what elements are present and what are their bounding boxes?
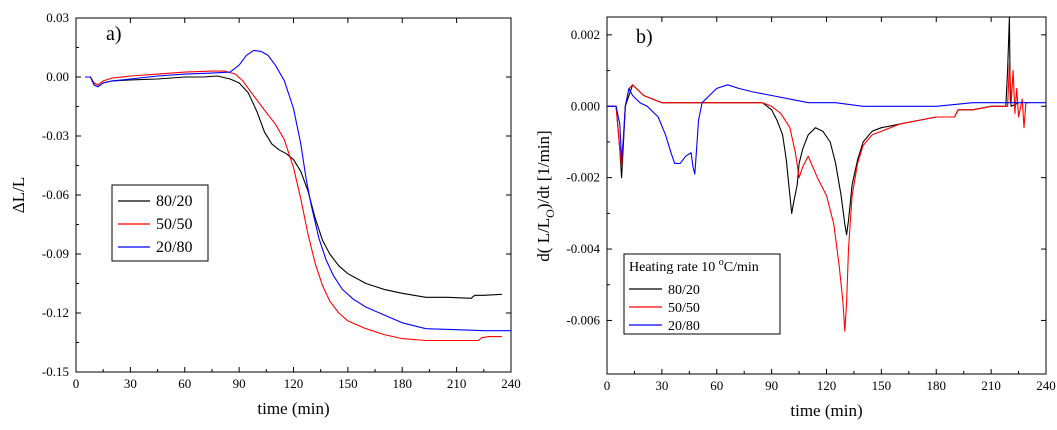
- x-tick-label: 150: [872, 378, 892, 393]
- series-line-80-20: [85, 75, 502, 299]
- y-label-main: d( L/L: [534, 218, 553, 262]
- legend-title-main: Heating rate 10: [629, 260, 719, 275]
- y-tick-label: -0.12: [42, 305, 69, 320]
- y-label-sub: O: [543, 209, 557, 218]
- y-tick-label: -0.006: [566, 312, 600, 327]
- y-tick-label: -0.002: [566, 170, 600, 185]
- legend-label: 20/80: [156, 239, 192, 256]
- x-tick-label: 120: [284, 376, 304, 391]
- x-tick-label: 90: [233, 376, 246, 391]
- x-tick-label: 0: [604, 378, 611, 393]
- x-axis-label: time (min): [790, 401, 862, 420]
- legend-title: Heating rate 10 oC/min: [629, 257, 759, 275]
- x-axis-label: time (min): [257, 399, 329, 418]
- x-tick-label: 60: [710, 378, 723, 393]
- x-tick-label: 240: [1036, 378, 1056, 393]
- legend-title-tail: C/min: [724, 260, 759, 275]
- series-line-50-50: [607, 62, 1030, 332]
- legend-box: [111, 184, 209, 262]
- x-tick-label: 180: [393, 376, 413, 391]
- x-tick-label: 30: [655, 378, 668, 393]
- panel-b: 0 30 60 90 120 150 180 210 240 -0.006 -0.004 -0.002…: [534, 16, 1056, 420]
- x-tick-label: 120: [817, 378, 837, 393]
- x-tick-label: 210: [981, 378, 1001, 393]
- x-tick-label: 90: [765, 378, 778, 393]
- x-tick-label: 240: [501, 376, 521, 391]
- x-tick-label: 150: [338, 376, 358, 391]
- series-line-20-80: [85, 49, 511, 332]
- y-tick-label: -0.06: [42, 187, 70, 202]
- y-tick-label: 0.000: [571, 98, 600, 113]
- x-tick-label: 180: [927, 378, 947, 393]
- y-tick-label: 0.03: [46, 10, 69, 25]
- panel-a: 0 30 60 90 120 150 180 210 240 -0.15 -0.12 -0.09 -0.…: [9, 10, 521, 418]
- legend-label: 80/20: [668, 283, 700, 298]
- legend-box: [623, 253, 781, 335]
- y-tick-label: -0.004: [566, 241, 600, 256]
- series-line-80-20: [607, 16, 1019, 236]
- y-axis-label: d( L/LO)/dt [1/min]: [534, 130, 557, 261]
- y-tick-label: -0.09: [42, 246, 69, 261]
- x-tick-label: 30: [124, 376, 137, 391]
- series-line-50-50: [85, 70, 502, 342]
- legend-label: 50/50: [156, 216, 192, 233]
- y-axis-label: ΔL/L: [9, 177, 28, 213]
- panel-label: a): [106, 23, 122, 45]
- x-tick-label: 0: [73, 376, 80, 391]
- y-tick-label: -0.03: [42, 128, 69, 143]
- legend-label: 80/20: [156, 193, 192, 210]
- legend-label: 20/80: [668, 319, 700, 334]
- legend-label: 50/50: [668, 301, 700, 316]
- panel-label: b): [636, 26, 653, 48]
- y-tick-label: -0.15: [42, 364, 69, 379]
- y-tick-label: 0.00: [46, 69, 69, 84]
- series-line-20-80: [607, 84, 1046, 175]
- x-tick-label: 60: [178, 376, 191, 391]
- y-label-tail: )/dt [1/min]: [534, 130, 553, 209]
- x-tick-label: 210: [447, 376, 467, 391]
- y-tick-label: 0.002: [571, 27, 600, 42]
- legend-title-sup: o: [719, 257, 724, 268]
